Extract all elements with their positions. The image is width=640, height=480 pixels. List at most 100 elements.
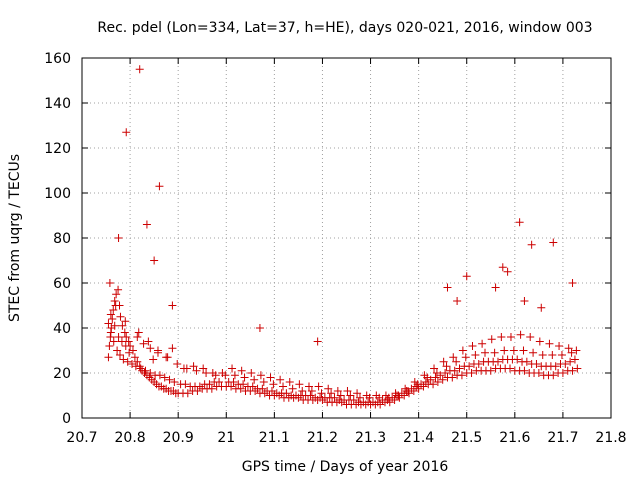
- data-point: [229, 378, 238, 386]
- data-point: [295, 380, 304, 389]
- data-point: [314, 382, 323, 391]
- data-point: [142, 220, 151, 229]
- data-point: [535, 337, 544, 346]
- data-point: [105, 279, 114, 287]
- data-point: [162, 353, 171, 362]
- data-point: [430, 364, 439, 373]
- data-point: [324, 384, 333, 393]
- data-point: [115, 351, 124, 359]
- data-point: [355, 393, 364, 402]
- data-point: [279, 382, 288, 391]
- data-point: [104, 319, 113, 328]
- x-tick-label: 21.1: [259, 430, 290, 446]
- data-point: [110, 297, 119, 305]
- data-point: [208, 369, 217, 377]
- data-point: [122, 333, 131, 341]
- data-point: [557, 351, 566, 359]
- x-tick-labels: 20.7 20.8 20.9 21 21.1 21.2 21.3 21.4 21.5 21.6 21…: [66, 430, 626, 446]
- data-point: [317, 389, 326, 398]
- data-point: [134, 328, 143, 337]
- data-point: [124, 337, 133, 346]
- x-tick-label: 21.5: [451, 430, 482, 446]
- data-point: [487, 335, 496, 344]
- data-point: [117, 337, 126, 346]
- data-point: [133, 333, 142, 341]
- data-point: [269, 380, 278, 389]
- data-point: [149, 355, 158, 364]
- data-point: [114, 285, 123, 294]
- data-point: [119, 355, 128, 364]
- data-point: [573, 364, 582, 373]
- data-point: [333, 387, 342, 395]
- y-tick-label: 40: [53, 321, 71, 337]
- data-point: [146, 369, 155, 377]
- data-point: [349, 396, 358, 404]
- data-point: [170, 378, 179, 386]
- data-point: [160, 373, 169, 382]
- data-point: [548, 351, 557, 359]
- data-point: [538, 351, 547, 359]
- data-point: [410, 378, 419, 386]
- data-point: [448, 373, 457, 382]
- data-point: [112, 290, 121, 299]
- data-point: [568, 366, 577, 375]
- data-point: [506, 364, 515, 373]
- data-point: [527, 240, 536, 249]
- data-point: [130, 353, 139, 362]
- data-point: [564, 344, 573, 353]
- data-point: [114, 333, 123, 341]
- data-point: [441, 369, 450, 377]
- data-point: [522, 357, 531, 366]
- data-point: [432, 369, 441, 377]
- data-point: [189, 362, 198, 371]
- data-point: [114, 234, 123, 242]
- data-point: [353, 389, 362, 398]
- x-tick-label: 21.2: [307, 430, 338, 446]
- data-point: [123, 357, 132, 366]
- data-point: [155, 182, 164, 191]
- data-point: [513, 355, 522, 364]
- chart-title: Rec. pdel (Lon=334, Lat=37, h=HE), days …: [97, 20, 592, 36]
- data-point: [255, 324, 264, 332]
- data-point: [551, 362, 560, 371]
- data-point: [133, 357, 142, 366]
- data-point: [121, 317, 130, 326]
- data-point: [343, 387, 352, 395]
- data-point: [248, 382, 257, 391]
- data-point: [110, 321, 119, 330]
- data-point: [150, 256, 159, 265]
- data-point: [116, 312, 125, 321]
- data-point: [173, 360, 182, 368]
- data-point: [240, 373, 249, 382]
- x-tick-label: 21.3: [355, 430, 386, 446]
- y-axis-label: STEC from uqrg / TECUs: [7, 154, 23, 322]
- data-point: [313, 337, 322, 346]
- data-point: [429, 380, 438, 389]
- data-point: [155, 371, 164, 380]
- data-point: [179, 364, 188, 373]
- data-point: [306, 391, 315, 400]
- data-point: [468, 342, 477, 350]
- data-point: [431, 373, 440, 382]
- data-point: [239, 380, 248, 389]
- data-point: [572, 346, 581, 355]
- data-point: [420, 371, 429, 380]
- data-point: [135, 65, 144, 74]
- y-tick-label: 0: [62, 411, 71, 427]
- data-point: [372, 391, 381, 400]
- data-point: [461, 353, 470, 362]
- data-point: [109, 337, 118, 346]
- data-point: [568, 279, 577, 287]
- x-tick-label: 20.9: [163, 430, 194, 446]
- data-point: [558, 369, 567, 377]
- data-point: [532, 360, 541, 368]
- data-point: [545, 339, 554, 348]
- data-point: [449, 353, 458, 362]
- data-point: [304, 382, 313, 391]
- data-point: [111, 301, 120, 310]
- data-point: [457, 371, 466, 380]
- data-point: [125, 348, 134, 357]
- data-point: [443, 283, 452, 292]
- data-point: [168, 301, 177, 310]
- data-point: [105, 342, 114, 350]
